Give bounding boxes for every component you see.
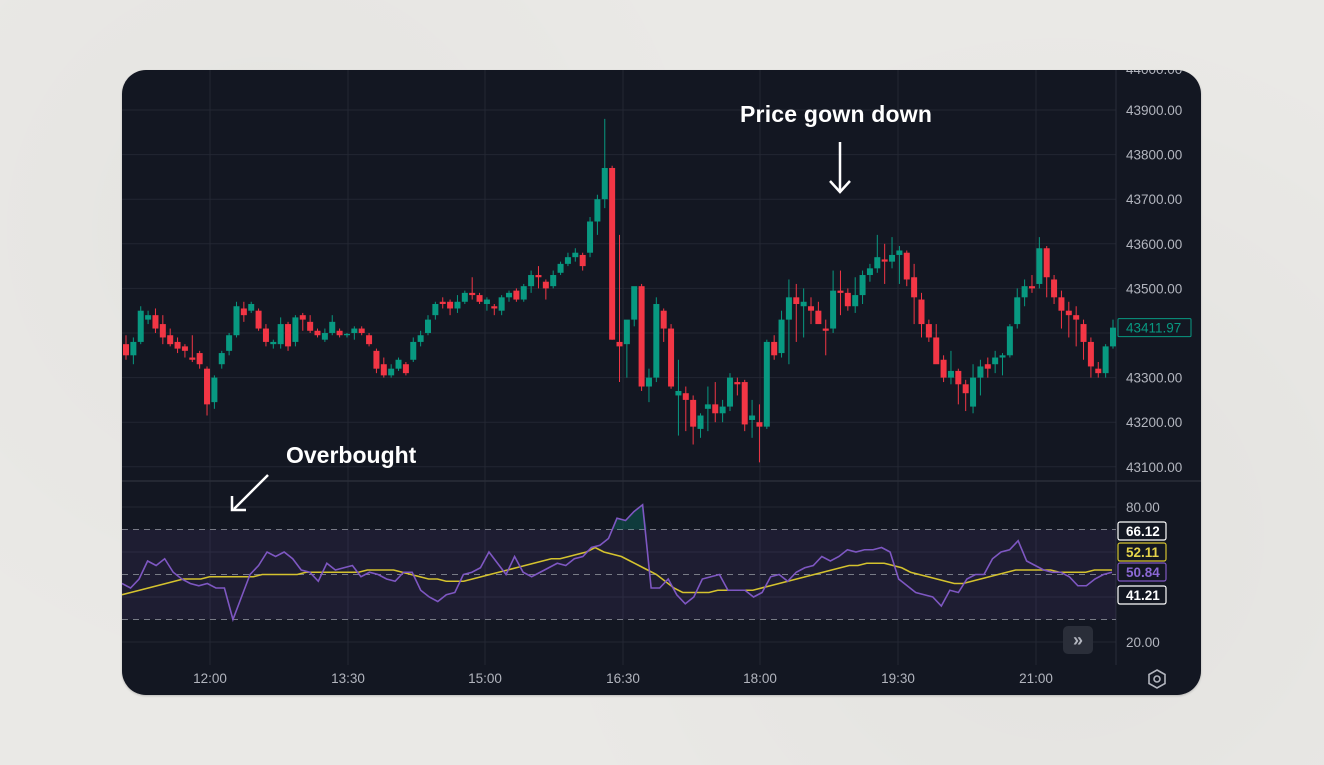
svg-text:21:00: 21:00 — [1019, 671, 1053, 686]
svg-text:12:00: 12:00 — [193, 671, 227, 686]
svg-text:43100.00: 43100.00 — [1126, 460, 1182, 475]
svg-text:43800.00: 43800.00 — [1126, 148, 1182, 163]
svg-text:19:30: 19:30 — [881, 671, 915, 686]
svg-text:18:00: 18:00 — [743, 671, 777, 686]
arrow-down-left-icon — [230, 474, 269, 512]
svg-text:43500.00: 43500.00 — [1126, 281, 1182, 296]
svg-text:41.21: 41.21 — [1126, 588, 1160, 603]
svg-text:13:30: 13:30 — [331, 671, 365, 686]
svg-text:43700.00: 43700.00 — [1126, 192, 1182, 207]
svg-text:44000.00: 44000.00 — [1126, 70, 1182, 77]
rsi-series — [122, 503, 1113, 623]
svg-text:52.11: 52.11 — [1126, 545, 1160, 560]
trading-chart: 43900.00 43800.00 43700.00 43600.00 43500.00… — [122, 70, 1201, 695]
svg-text:16:30: 16:30 — [606, 671, 640, 686]
svg-text:80.00: 80.00 — [1126, 500, 1160, 515]
svg-text:43600.00: 43600.00 — [1126, 237, 1182, 252]
rsi-annotation: Overbought — [286, 442, 417, 468]
svg-text:50.84: 50.84 — [1126, 565, 1160, 580]
settings-icon[interactable] — [1146, 668, 1168, 690]
chart-canvas[interactable]: 43900.00 43800.00 43700.00 43600.00 43500.00… — [122, 70, 1201, 695]
double-chevron-right-icon: » — [1072, 629, 1083, 650]
svg-text:15:00: 15:00 — [468, 671, 502, 686]
candlestick-series — [123, 118, 1116, 463]
axes: 43900.00 43800.00 43700.00 43600.00 43500.00… — [193, 70, 1192, 686]
price-annotation: Price gown down — [740, 101, 933, 127]
scroll-to-realtime-button[interactable]: » — [1063, 626, 1093, 654]
svg-text:43900.00: 43900.00 — [1126, 103, 1182, 118]
svg-text:43411.97: 43411.97 — [1126, 321, 1181, 336]
svg-text:43300.00: 43300.00 — [1126, 371, 1182, 386]
grid-lines — [122, 70, 1201, 665]
svg-text:20.00: 20.00 — [1126, 635, 1160, 650]
svg-text:66.12: 66.12 — [1126, 524, 1160, 539]
arrow-down-icon — [829, 142, 851, 194]
svg-text:43200.00: 43200.00 — [1126, 415, 1182, 430]
